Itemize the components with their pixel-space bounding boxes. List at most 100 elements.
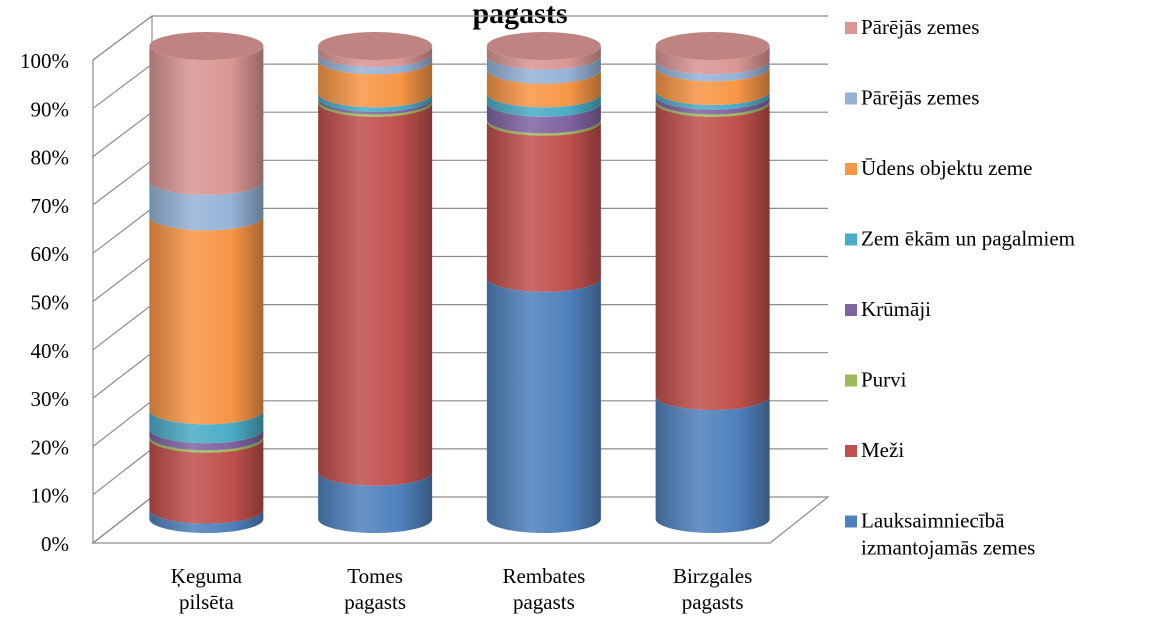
- y-tick-label: 80%: [31, 146, 70, 170]
- y-tick-label: 40%: [31, 339, 70, 363]
- cylinder-top: [318, 32, 433, 60]
- side-gridline: [92, 207, 153, 254]
- legend-swatch: [845, 233, 857, 246]
- legend-label: izmantojamās zemes: [861, 536, 1035, 560]
- legend-label: Lauksaimniecībā: [861, 509, 1005, 533]
- x-tick-label: Rembates: [502, 564, 585, 588]
- cylinder: [318, 32, 433, 533]
- y-tick-label: 30%: [31, 387, 70, 411]
- x-tick-label: pagasts: [344, 590, 406, 614]
- bar-segment: [318, 53, 433, 75]
- legend-swatch: [845, 163, 857, 175]
- legend-label: Krūmāji: [861, 297, 931, 321]
- bar-segment: [655, 90, 770, 110]
- side-gridline: [92, 159, 153, 206]
- cylinder-top: [149, 32, 264, 60]
- legend-label: Ūdens objektu zeme: [861, 156, 1032, 180]
- legend-item: Pārējās zemes: [845, 15, 979, 39]
- y-tick-label: 10%: [31, 484, 70, 508]
- x-axis: ĶegumapilsētaTomespagastsRembatespagasts…: [171, 564, 752, 614]
- bar-segment: [149, 436, 264, 453]
- side-gridline: [92, 352, 153, 399]
- cylinder: [655, 32, 770, 533]
- bar-segment: [149, 438, 264, 524]
- cylinder-top: [486, 32, 601, 60]
- y-axis: 0% 10% 20% 30% 40% 50% 60% 70% 80% 90% 100%: [20, 49, 69, 556]
- y-tick-label: 0%: [41, 532, 69, 556]
- y-tick-label: 90%: [31, 97, 70, 121]
- bar-segment: [655, 396, 770, 533]
- legend-item: Meži: [845, 438, 904, 462]
- legend-item: Pārējās zemes: [845, 86, 979, 110]
- legend-swatch: [845, 445, 857, 457]
- bar-segment: [149, 46, 264, 195]
- y-tick-label: 20%: [31, 435, 70, 459]
- bar-segment: [318, 60, 433, 108]
- side-gridline: [92, 63, 153, 109]
- cylinder: [486, 32, 601, 533]
- side-gridline: [92, 448, 153, 496]
- bar-segment: [486, 277, 601, 533]
- y-tick-label: 100%: [20, 49, 69, 73]
- bar-segment: [486, 69, 601, 108]
- bar-segment: [149, 509, 264, 533]
- bar-segment: [149, 216, 264, 425]
- side-gridline: [92, 111, 153, 158]
- y-tick-label: 50%: [31, 291, 70, 315]
- legend-swatch: [845, 374, 857, 387]
- legend-swatch: [845, 304, 857, 316]
- bar-segment: [318, 102, 433, 486]
- bar-segment: [318, 46, 433, 68]
- legend-item: Krūmāji: [845, 297, 931, 321]
- bar-segment: [318, 98, 433, 115]
- x-tick-label: Tomes: [347, 564, 403, 588]
- plot-area: [149, 32, 770, 533]
- bar-segment: [486, 119, 601, 136]
- side-gridline: [92, 15, 153, 61]
- bar-segment: [486, 102, 601, 134]
- legend-swatch: [845, 22, 857, 34]
- side-gridline: [92, 256, 153, 302]
- x-tick-label: pagasts: [513, 590, 575, 614]
- bar-segment: [149, 429, 264, 451]
- chart-title: pagasts: [472, 0, 567, 30]
- legend-swatch: [845, 515, 857, 528]
- bar-segment: [486, 46, 601, 70]
- legend-label: Pārējās zemes: [861, 15, 979, 39]
- bar-segment: [486, 93, 601, 117]
- cylinder-top: [655, 32, 770, 60]
- legend: Pārējās zemes Pārējās zemes Ūdens objektu …: [845, 15, 1075, 560]
- bar-segment: [318, 100, 433, 117]
- side-gridline: [92, 496, 153, 544]
- y-tick-label: 70%: [31, 194, 70, 218]
- x-tick-label: pilsēta: [179, 590, 234, 614]
- bar-segment: [655, 95, 770, 115]
- legend-label: Zem ēkām un pagalmiem: [861, 227, 1075, 251]
- y-tick-label: 60%: [31, 242, 70, 266]
- cylinder: [149, 32, 264, 533]
- legend-item: Lauksaimniecībā izmantojamās zemes: [845, 509, 1035, 560]
- bar-segment: [655, 46, 770, 75]
- x-tick-label: Birzgales: [673, 564, 752, 588]
- bar-segment: [149, 410, 264, 444]
- bar-segment: [486, 55, 601, 84]
- bar-segment: [318, 471, 433, 533]
- legend-label: Purvi: [861, 368, 907, 392]
- bar-segment: [486, 121, 601, 292]
- legend-label: Pārējās zemes: [861, 86, 979, 110]
- bar-segment: [655, 60, 770, 82]
- legend-swatch: [845, 92, 857, 105]
- side-gridline: [92, 400, 153, 447]
- legend-item: Ūdens objektu zeme: [845, 156, 1032, 180]
- legend-item: Zem ēkām un pagalmiem: [845, 227, 1075, 251]
- legend-item: Purvi: [845, 368, 907, 392]
- legend-label: Meži: [861, 438, 904, 462]
- bar-segment: [655, 67, 770, 105]
- side-gridline: [92, 304, 153, 351]
- bar-segment: [318, 93, 433, 113]
- bar-segment: [655, 100, 770, 117]
- bar-segment: [149, 180, 264, 231]
- bar-segment: [655, 102, 770, 411]
- x-tick-label: Ķeguma: [171, 564, 243, 588]
